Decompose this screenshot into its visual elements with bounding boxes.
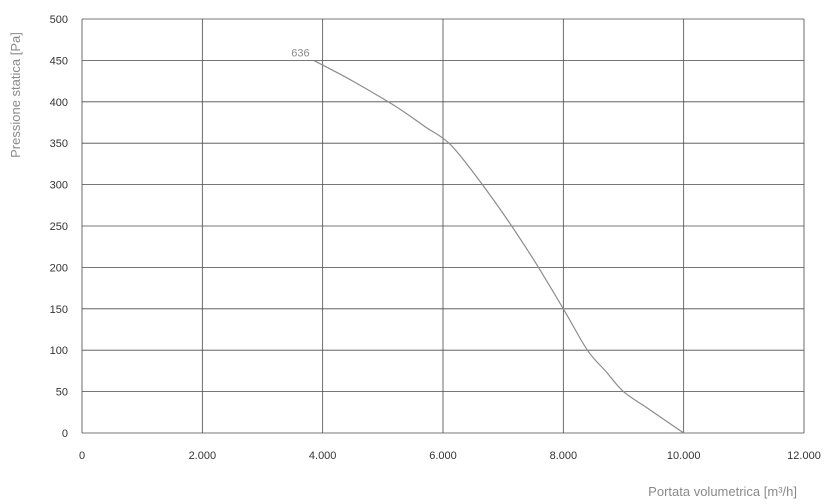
series-label: 636 (291, 47, 309, 59)
y-tick-label: 350 (50, 138, 68, 150)
y-tick-label: 300 (50, 180, 68, 192)
x-axis-ticks: 0 2.000 4.000 6.000 8.000 10.000 12.000 (79, 450, 821, 462)
x-axis-title: Portata volumetrica [m³/h] (648, 484, 797, 499)
y-axis-title: Pressione statica [Pa] (8, 32, 23, 158)
y-tick-label: 450 (50, 55, 68, 67)
y-tick-label: 100 (50, 345, 68, 357)
x-tick-label: 4.000 (309, 450, 337, 462)
y-tick-label: 200 (50, 262, 68, 274)
x-tick-label: 6.000 (429, 450, 457, 462)
x-tick-label: 12.000 (787, 450, 821, 462)
y-tick-label: 250 (50, 221, 68, 233)
y-tick-label: 150 (50, 304, 68, 316)
y-tick-label: 0 (62, 428, 68, 440)
x-tick-label: 0 (79, 450, 85, 462)
x-tick-label: 2.000 (189, 450, 217, 462)
y-tick-label: 500 (50, 14, 68, 26)
y-axis-ticks: 0 50 100 150 200 250 300 350 400 450 500 (50, 14, 68, 440)
x-tick-label: 8.000 (550, 450, 578, 462)
grid-lines (81, 18, 805, 434)
y-tick-label: 50 (56, 387, 68, 399)
x-tick-label: 10.000 (667, 450, 701, 462)
series-line-636 (313, 59, 685, 434)
y-tick-label: 400 (50, 97, 68, 109)
series-layer: 636 (291, 47, 685, 434)
